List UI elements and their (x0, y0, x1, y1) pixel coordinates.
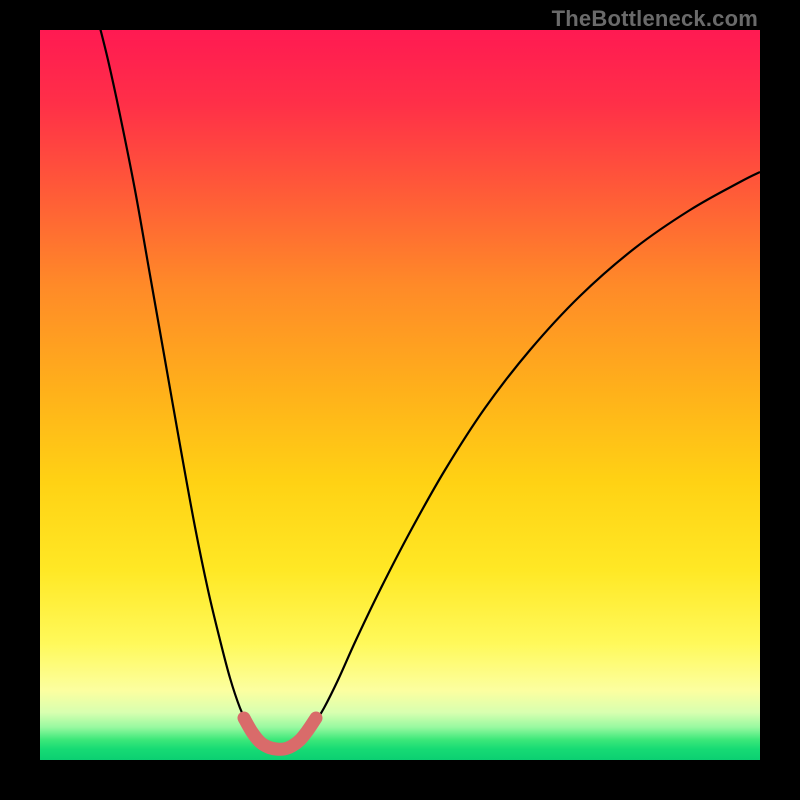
plot-area (40, 30, 760, 760)
watermark-text: TheBottleneck.com (552, 6, 758, 32)
chart-frame: TheBottleneck.com (0, 0, 800, 800)
bottleneck-curve (40, 30, 760, 760)
